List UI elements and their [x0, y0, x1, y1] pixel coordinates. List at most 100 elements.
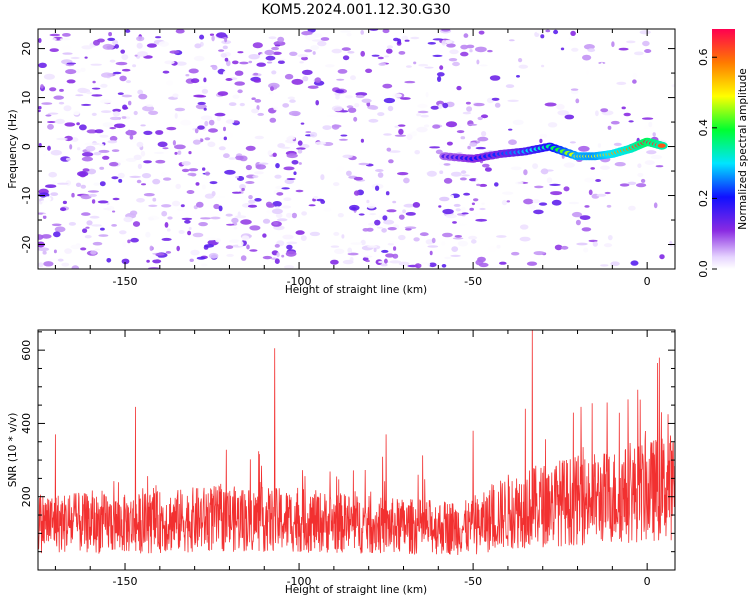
heatmap-speckle: [642, 40, 650, 47]
heatmap-speckle: [239, 184, 246, 190]
heatmap-speckle: [475, 46, 487, 53]
heatmap-speckle: [315, 100, 320, 106]
heatmap-speckle: [399, 212, 404, 215]
heatmap-speckle: [414, 150, 421, 155]
heatmap-speckle: [125, 130, 137, 136]
heatmap-speckle: [237, 51, 244, 54]
heatmap-speckle: [460, 44, 469, 50]
heatmap-speckle: [111, 149, 120, 153]
heatmap-speckle: [89, 215, 100, 219]
heatmap-speckle: [215, 195, 226, 199]
heatmap-speckle: [547, 122, 558, 128]
heatmap-speckle: [153, 151, 165, 154]
heatmap-speckle: [210, 216, 221, 220]
heatmap-speckle: [581, 188, 592, 192]
heatmap-speckle: [136, 36, 145, 42]
heatmap-speckle: [520, 187, 525, 192]
heatmap-speckle: [85, 226, 90, 229]
heatmap-speckle: [47, 145, 51, 151]
heatmap-speckle: [476, 183, 481, 187]
heatmap-speckle: [239, 61, 249, 65]
heatmap-speckle: [506, 200, 510, 203]
heatmap-speckle: [286, 212, 293, 218]
heatmap-speckle: [335, 95, 340, 100]
heatmap-speckle: [188, 68, 199, 74]
heatmap-speckle: [340, 30, 351, 33]
heatmap-speckle: [129, 210, 138, 216]
heatmap-speckle: [367, 203, 376, 209]
heatmap-speckle: [463, 192, 471, 196]
heatmap-speckle: [597, 143, 602, 148]
heatmap-speckle: [175, 183, 181, 190]
heatmap-speckle: [551, 199, 562, 206]
heatmap-speckle: [237, 89, 243, 94]
y-tick-label: -20: [20, 236, 33, 254]
snr-panel: -150 -100 -50 0 200 400 600 Height of straigh…: [7, 329, 676, 596]
heatmap-speckle: [287, 96, 295, 100]
x-tick-label: -150: [113, 275, 138, 288]
heatmap-speckle: [248, 60, 253, 64]
heatmap-speckle: [211, 191, 216, 197]
heatmap-speckle: [69, 144, 73, 150]
heatmap-speckle: [293, 171, 297, 175]
heatmap-speckle: [254, 198, 262, 202]
heatmap-speckle: [299, 144, 310, 149]
heatmap-speckle: [588, 189, 593, 196]
heatmap-speckle: [38, 192, 50, 198]
heatmap-speckle: [167, 228, 171, 232]
heatmap-speckle: [541, 44, 551, 47]
heatmap-speckle: [172, 140, 176, 146]
heatmap-speckle: [174, 113, 178, 119]
heatmap-speckle: [101, 189, 114, 194]
heatmap-frame: [37, 28, 676, 270]
heatmap-speckle: [475, 259, 484, 266]
heatmap-speckle: [354, 103, 360, 108]
heatmap-speckle: [162, 70, 170, 74]
heatmap-speckle: [53, 231, 61, 238]
heatmap-speckle: [373, 248, 377, 253]
heatmap-speckle: [563, 186, 570, 192]
heatmap-speckle: [298, 162, 302, 165]
heatmap-speckle: [174, 144, 186, 150]
heatmap-speckle: [296, 147, 306, 150]
heatmap-speckle: [231, 191, 242, 194]
heatmap-speckle: [38, 247, 50, 252]
heatmap-speckle: [251, 108, 259, 114]
heatmap-speckle: [310, 45, 320, 51]
heatmap-speckle: [91, 224, 102, 227]
heatmap-speckle: [387, 227, 397, 231]
heatmap-speckle: [610, 261, 620, 267]
heatmap-speckle: [358, 213, 365, 216]
heatmap-speckle: [540, 34, 545, 39]
heatmap-speckle: [516, 75, 520, 78]
heatmap-speckle: [102, 43, 114, 50]
heatmap-speckle: [201, 88, 209, 94]
heatmap-speckle: [518, 58, 523, 63]
heatmap-speckle: [111, 176, 119, 180]
heatmap-speckle: [603, 243, 613, 248]
heatmap-speckle: [282, 234, 294, 240]
heatmap-speckle: [541, 64, 545, 68]
heatmap-speckle: [41, 102, 53, 105]
heatmap-speckle: [84, 235, 92, 239]
heatmap-speckle: [398, 261, 410, 266]
heatmap-speckle: [276, 192, 284, 196]
heatmap-speckle: [417, 110, 429, 114]
heatmap-speckle: [533, 251, 545, 256]
heatmap-speckle: [68, 222, 76, 226]
heatmap-speckle: [600, 165, 610, 170]
heatmap-speckle: [38, 262, 44, 268]
heatmap-speckle: [613, 142, 622, 146]
heatmap-speckle: [628, 120, 634, 123]
heatmap-speckle: [569, 141, 577, 144]
heatmap-speckle: [186, 190, 195, 194]
heatmap-speckle: [623, 112, 631, 117]
heatmap-speckle: [404, 80, 416, 84]
heatmap-speckle: [320, 199, 326, 204]
heatmap-speckle: [205, 237, 217, 241]
x-tick-label: -150: [113, 575, 138, 588]
heatmap-speckle: [134, 54, 138, 57]
heatmap-speckle: [410, 36, 420, 40]
heatmap-speckle: [312, 51, 316, 55]
heatmap-speckle: [473, 102, 485, 107]
